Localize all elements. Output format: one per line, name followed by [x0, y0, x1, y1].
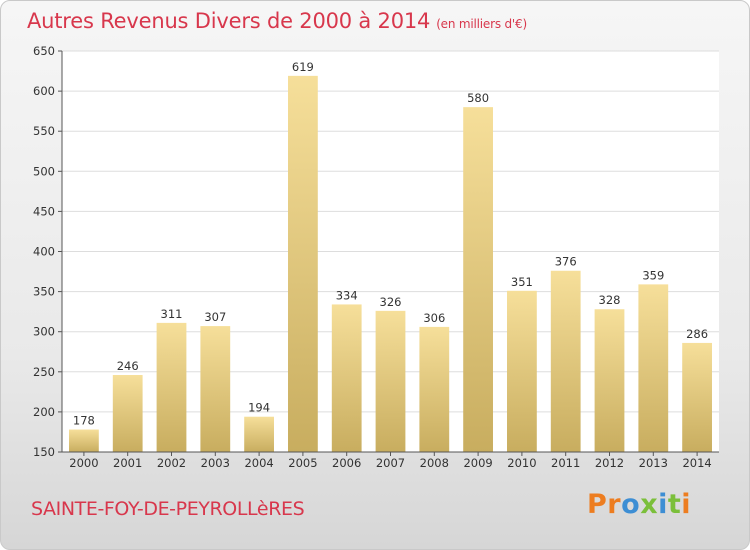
logo-letter: x [640, 489, 659, 520]
proxiti-logo[interactable]: Proxiti [587, 489, 691, 520]
chart-unit: (en milliers d'€) [436, 17, 527, 31]
x-tick-label: 2013 [639, 456, 668, 470]
bar-value-label: 619 [292, 60, 314, 74]
logo-letter: t [667, 489, 682, 520]
x-tick-label: 2000 [69, 456, 98, 470]
logo-letter: i [681, 489, 692, 520]
x-tick-label: 2003 [201, 456, 230, 470]
y-tick-label: 250 [33, 365, 55, 379]
bar [156, 322, 187, 452]
bar [419, 326, 450, 452]
bar-value-label: 328 [599, 293, 621, 307]
bar [550, 270, 581, 452]
logo-letter: r [607, 489, 622, 520]
bar [594, 309, 625, 452]
bar [682, 342, 712, 452]
x-tick-label: 2012 [595, 456, 624, 470]
bar-value-label: 359 [642, 268, 664, 282]
bar [638, 284, 669, 452]
bar-value-label: 351 [511, 275, 533, 289]
y-tick-label: 650 [33, 44, 55, 58]
y-tick-label: 500 [33, 164, 55, 178]
y-tick-label: 200 [33, 405, 55, 419]
bar-value-label: 178 [73, 414, 95, 428]
bar-value-label: 376 [555, 255, 577, 269]
chart-title-text: Autres Revenus Divers de 2000 à 2014 [27, 9, 431, 33]
bar-value-label: 286 [686, 327, 708, 341]
y-tick-label: 400 [33, 245, 55, 259]
y-tick-label: 600 [33, 84, 55, 98]
bar [375, 310, 406, 452]
bar-value-label: 306 [423, 311, 445, 325]
bar [463, 107, 493, 452]
x-tick-label: 2005 [288, 456, 317, 470]
y-tick-label: 350 [33, 285, 55, 299]
y-tick-label: 450 [33, 204, 55, 218]
x-tick-label: 2001 [113, 456, 142, 470]
x-tick-label: 2011 [551, 456, 580, 470]
y-tick-label: 550 [33, 124, 55, 138]
bar [507, 290, 537, 452]
bar [69, 429, 99, 452]
x-tick-label: 2002 [157, 456, 186, 470]
logo-letter: P [587, 489, 608, 520]
bar-value-label: 307 [204, 310, 226, 324]
bar-value-label: 246 [117, 359, 139, 373]
logo-letter: o [621, 489, 641, 520]
y-tick-label: 150 [33, 445, 55, 459]
x-tick-label: 2007 [376, 456, 405, 470]
bar [331, 304, 362, 452]
bar [244, 416, 274, 452]
bar-value-label: 326 [380, 295, 402, 309]
y-tick-label: 300 [33, 325, 55, 339]
bar [200, 326, 231, 452]
x-tick-label: 2009 [463, 456, 492, 470]
logo-letter: i [658, 489, 668, 520]
chart-title: Autres Revenus Divers de 2000 à 2014 (en … [27, 9, 527, 33]
bar-value-label: 194 [248, 401, 270, 415]
bar-value-label: 311 [161, 307, 183, 321]
bar-value-label: 580 [467, 91, 489, 105]
x-tick-label: 2014 [682, 456, 711, 470]
x-tick-label: 2008 [420, 456, 449, 470]
commune-name: SAINTE-FOY-DE-PEYROLLèRES [31, 498, 305, 520]
x-tick-label: 2010 [507, 456, 536, 470]
bar-value-label: 334 [336, 288, 358, 302]
x-tick-label: 2004 [244, 456, 273, 470]
bar [288, 75, 318, 452]
x-tick-label: 2006 [332, 456, 361, 470]
bar [112, 375, 143, 452]
